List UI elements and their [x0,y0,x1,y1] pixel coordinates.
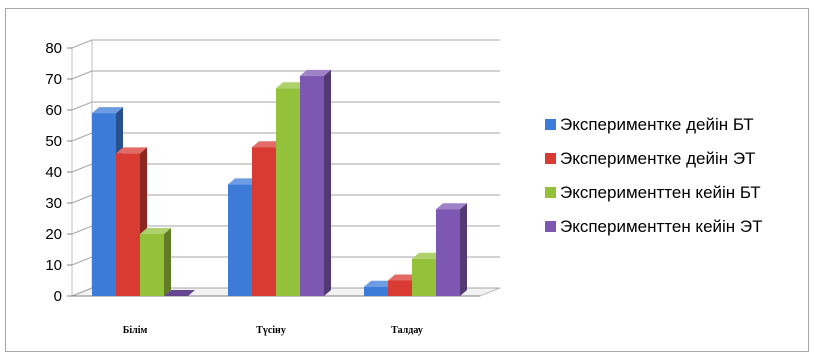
legend-swatch [545,221,556,232]
y-tick-label: 60 [45,102,62,119]
legend-label: Экспериментке дейін ЭТ [560,149,755,168]
bar [300,69,331,297]
gridline [71,70,500,80]
bar-side [164,228,171,296]
y-tick-label: 80 [45,40,62,57]
bar [164,290,195,296]
legend-swatch [545,119,556,130]
y-tick-label: 40 [45,164,62,181]
bar-side [324,69,331,297]
y-tick-label: 20 [45,226,62,243]
bar [140,228,171,296]
bar-front [388,280,412,296]
y-tick-label: 10 [45,257,62,274]
y-tick-label: 50 [45,133,62,150]
bar-top [300,69,331,76]
bar [436,203,467,296]
legend-label: Эксперименттен кейін БТ [560,183,761,202]
bar-top [364,280,395,287]
legend-label: Экспериментке дейін БТ [560,115,754,134]
bar-front [116,153,140,296]
bar-front [92,113,116,296]
bar-top [92,107,123,114]
bar-top [140,228,171,234]
bar-front [252,147,276,296]
category-label: Түсіну [256,325,286,336]
bar-front [412,258,436,296]
legend-swatch [545,153,556,164]
y-tick-label: 70 [45,71,62,88]
bar-top [116,147,147,154]
bar-top [276,82,307,89]
bar-front [300,75,324,297]
category-label: Талдау [391,325,423,336]
bar-side [460,203,467,296]
gridline [71,101,500,111]
chart-bars [92,69,467,297]
bar-front [228,184,252,296]
bar-front [276,88,300,296]
bar-flat [164,290,195,296]
y-tick-label: 30 [45,195,62,212]
gridline [71,39,500,49]
bar-top [412,252,443,259]
chart-legend: Экспериментке дейін БТ Экспериментке дейі… [545,115,763,236]
y-tick-label: 0 [54,288,62,305]
bar-top [436,203,467,210]
bar-front [140,234,164,296]
bar-front [364,286,388,296]
category-label: Білім [123,325,148,336]
bar-top [252,141,283,148]
category-labels: Білім Түсіну Талдау [123,325,423,336]
bar-front [436,209,460,296]
legend-swatch [545,187,556,198]
legend-label: Эксперименттен кейін ЭТ [560,217,763,236]
bar-top [228,178,259,185]
bar-top [388,274,419,281]
bar [92,107,123,296]
